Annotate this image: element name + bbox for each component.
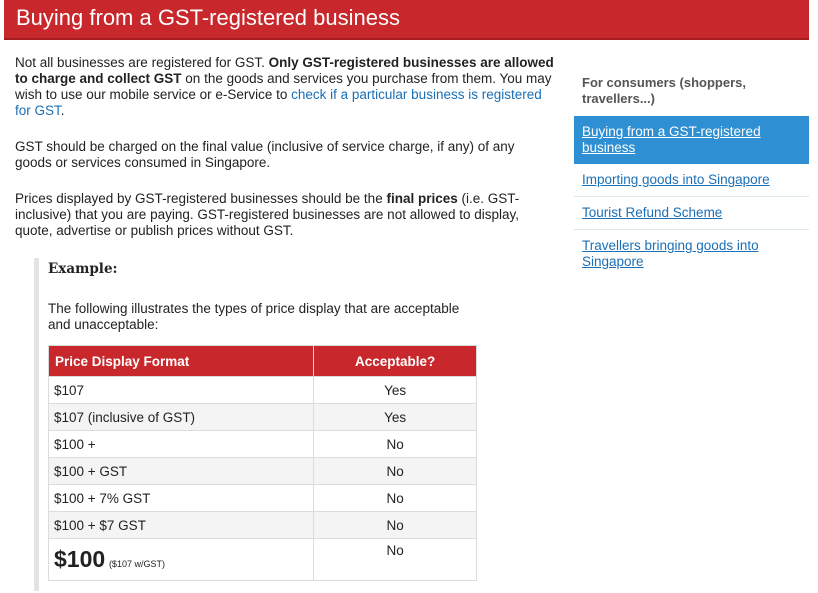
- intro-paragraph-1: Not all businesses are registered for GS…: [15, 55, 555, 119]
- intro-text: Prices displayed by GST-registered busin…: [15, 191, 387, 206]
- table-row: $100 + 7% GST No: [47, 484, 477, 512]
- sidebar-item-buying-from-gst-business[interactable]: Buying from a GST-registered business: [574, 116, 809, 164]
- sidebar-heading: For consumers (shoppers, travellers...): [582, 75, 746, 106]
- sidebar-item-importing-goods[interactable]: Importing goods into Singapore: [574, 164, 809, 197]
- example-box: Example: The following illustrates the t…: [34, 258, 484, 591]
- page-title: Buying from a GST-registered business: [4, 0, 809, 40]
- acceptable-cell: No: [313, 511, 477, 539]
- table-row: $107 Yes: [47, 376, 477, 404]
- table-row: $107 (inclusive of GST) Yes: [47, 403, 477, 431]
- acceptable-cell: Yes: [313, 376, 477, 404]
- table-row: $100 + No: [47, 430, 477, 458]
- price-format-cell: $100 ($107 w/GST): [47, 538, 315, 581]
- price-format-cell: $107 (inclusive of GST): [47, 403, 315, 431]
- price-format-cell: $107: [47, 376, 315, 404]
- big-price: $100: [54, 546, 106, 572]
- intro-emphasis: final prices: [386, 191, 458, 206]
- example-heading: Example:: [48, 261, 118, 277]
- intro-text: Not all businesses are registered for GS…: [15, 55, 269, 70]
- sidebar-item-travellers-goods[interactable]: Travellers bringing goods into Singapore: [582, 238, 759, 269]
- acceptable-cell: No: [313, 457, 477, 485]
- intro-paragraph-2: GST should be charged on the final value…: [15, 139, 515, 170]
- table-row: $100 ($107 w/GST) No: [47, 538, 477, 581]
- price-with-gst-note: ($107 w/GST): [108, 559, 165, 569]
- intro-text: .: [60, 103, 65, 118]
- intro-text: (i.e. GST-inclusive) that you are paying…: [15, 191, 520, 238]
- price-format-cell: $100 +: [47, 430, 315, 458]
- table-row: $100 + $7 GST No: [47, 511, 477, 539]
- table-row: $100 + GST No: [47, 457, 477, 485]
- acceptable-cell: No: [313, 538, 477, 581]
- intro-emphasis: Only GST-registered businesses are allow…: [15, 55, 554, 86]
- intro-paragraph-3: Prices displayed by GST-registered busin…: [15, 191, 555, 239]
- sidebar-nav: For consumers (shoppers, travellers...) …: [574, 72, 809, 278]
- price-format-cell: $100 + $7 GST: [47, 511, 315, 539]
- sidebar-item-tourist-refund[interactable]: Tourist Refund Scheme: [574, 197, 809, 230]
- acceptable-cell: No: [313, 430, 477, 458]
- price-format-cell: $100 + 7% GST: [47, 484, 315, 512]
- table-header-row: Price Display Format Acceptable?: [47, 345, 477, 377]
- example-text: The following illustrates the types of p…: [48, 301, 460, 332]
- check-registration-link[interactable]: check if a particular business is regist…: [15, 87, 542, 118]
- price-display-table: Price Display Format Acceptable? $107 Ye…: [47, 345, 477, 581]
- main-content: Not all businesses are registered for GS…: [15, 55, 555, 259]
- acceptable-cell: No: [313, 484, 477, 512]
- intro-text: on the goods and services you purchase f…: [15, 71, 552, 102]
- table-header-format: Price Display Format: [47, 345, 315, 377]
- acceptable-cell: Yes: [313, 403, 477, 431]
- price-format-cell: $100 + GST: [47, 457, 315, 485]
- table-header-acceptable: Acceptable?: [313, 345, 477, 377]
